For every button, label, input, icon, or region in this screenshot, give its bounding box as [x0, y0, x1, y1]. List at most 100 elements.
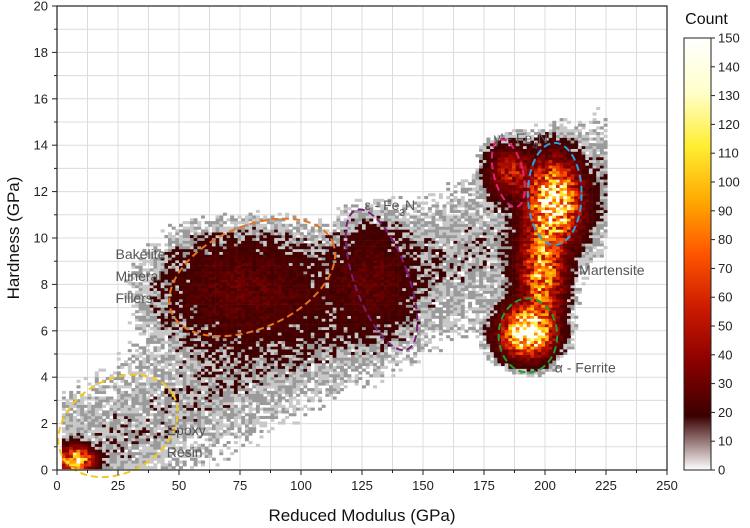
heatmap-cell: [222, 407, 227, 411]
heatmap-cell: [211, 299, 216, 303]
heatmap-cell: [329, 276, 334, 280]
heatmap-cell: [219, 424, 224, 428]
heatmap-cell: [201, 251, 205, 255]
heatmap-cell: [332, 307, 337, 311]
heatmap-cell: [252, 332, 257, 336]
heatmap-cell: [127, 274, 132, 278]
heatmap-cell: [288, 399, 293, 403]
heatmap-cell: [354, 265, 359, 269]
heatmap-cell: [197, 382, 202, 386]
heatmap-cell: [292, 371, 297, 375]
heatmap-cell: [215, 235, 220, 239]
heatmap-cell: [230, 232, 235, 236]
heatmap-cell: [336, 360, 341, 364]
heatmap-cell: [296, 268, 301, 272]
heatmap-cell: [160, 290, 165, 294]
heatmap-cell: [186, 301, 191, 305]
heatmap-cell: [201, 443, 205, 447]
heatmap-cell: [168, 374, 172, 378]
heatmap-cell: [244, 349, 249, 353]
heatmap-cell: [72, 393, 77, 397]
heatmap-cell: [296, 290, 301, 294]
heatmap-cell: [325, 257, 330, 261]
heatmap-cell: [197, 285, 202, 289]
heatmap-cell: [87, 418, 92, 422]
heatmap-cell: [160, 460, 165, 464]
heatmap-cell: [160, 318, 165, 322]
heatmap-cell: [186, 304, 191, 308]
heatmap-cell: [149, 446, 154, 450]
heatmap-cell: [259, 354, 264, 358]
heatmap-cell: [270, 338, 275, 342]
heatmap-cell: [237, 304, 242, 308]
heatmap-cell: [354, 318, 359, 322]
heatmap-cell: [255, 365, 260, 369]
heatmap-cell: [314, 390, 319, 394]
heatmap-cell: [299, 240, 304, 244]
heatmap-cell: [252, 379, 257, 383]
heatmap-cell: [201, 301, 205, 305]
heatmap-cell: [259, 435, 264, 439]
heatmap-cell: [190, 315, 194, 319]
heatmap-cell: [318, 390, 323, 394]
heatmap-cell: [259, 312, 264, 316]
heatmap-cell: [292, 268, 297, 272]
heatmap-cell: [131, 371, 136, 375]
heatmap-cell: [186, 363, 191, 367]
heatmap-cell: [204, 285, 209, 289]
heatmap-cell: [241, 399, 246, 403]
heatmap-cell: [116, 407, 121, 411]
heatmap-cell: [157, 374, 161, 378]
heatmap-cell: [274, 318, 279, 322]
heatmap-cell: [288, 276, 293, 280]
heatmap-cell: [318, 218, 323, 222]
heatmap-cell: [80, 452, 85, 456]
heatmap-cell: [182, 271, 187, 275]
heatmap-cell: [197, 407, 202, 411]
heatmap-cell: [219, 390, 224, 394]
heatmap-cell: [259, 274, 264, 278]
heatmap-cell: [76, 421, 81, 425]
heatmap-cell: [340, 351, 344, 355]
heatmap-cell: [222, 318, 227, 322]
heatmap-cell: [124, 432, 129, 436]
heatmap-cell: [310, 276, 315, 280]
heatmap-cell: [329, 357, 334, 361]
heatmap-cell: [182, 393, 187, 397]
heatmap-cell: [116, 365, 121, 369]
heatmap-cell: [94, 374, 99, 378]
heatmap-cell: [340, 257, 344, 261]
heatmap-cell: [314, 260, 319, 264]
heatmap-cell: [343, 248, 348, 252]
heatmap-cell: [76, 404, 81, 408]
heatmap-cell: [193, 329, 198, 333]
heatmap-cell: [255, 371, 260, 375]
heatmap-cell: [160, 312, 165, 316]
heatmap-cell: [358, 351, 363, 355]
heatmap-cell: [321, 340, 326, 344]
heatmap-cell: [208, 293, 213, 297]
heatmap-cell: [127, 457, 132, 461]
heatmap-cell: [222, 377, 227, 381]
heatmap-cell: [252, 265, 257, 269]
heatmap-cell: [226, 318, 231, 322]
heatmap-cell: [131, 360, 136, 364]
heatmap-cell: [175, 307, 180, 311]
heatmap-cell: [193, 371, 198, 375]
heatmap-cell: [171, 271, 176, 275]
heatmap-cell: [332, 315, 337, 319]
heatmap-cell: [76, 443, 81, 447]
heatmap-cell: [72, 446, 77, 450]
heatmap-cell: [211, 438, 216, 442]
heatmap-cell: [259, 429, 264, 433]
heatmap-cell: [266, 232, 271, 236]
heatmap-cell: [131, 410, 136, 414]
heatmap-cell: [124, 402, 129, 406]
heatmap-cell: [288, 290, 293, 294]
heatmap-cell: [274, 260, 279, 264]
heatmap-cell: [233, 388, 238, 392]
heatmap-cell: [274, 374, 279, 378]
heatmap-cell: [131, 402, 136, 406]
heatmap-cell: [248, 388, 253, 392]
heatmap-cell: [211, 257, 216, 261]
